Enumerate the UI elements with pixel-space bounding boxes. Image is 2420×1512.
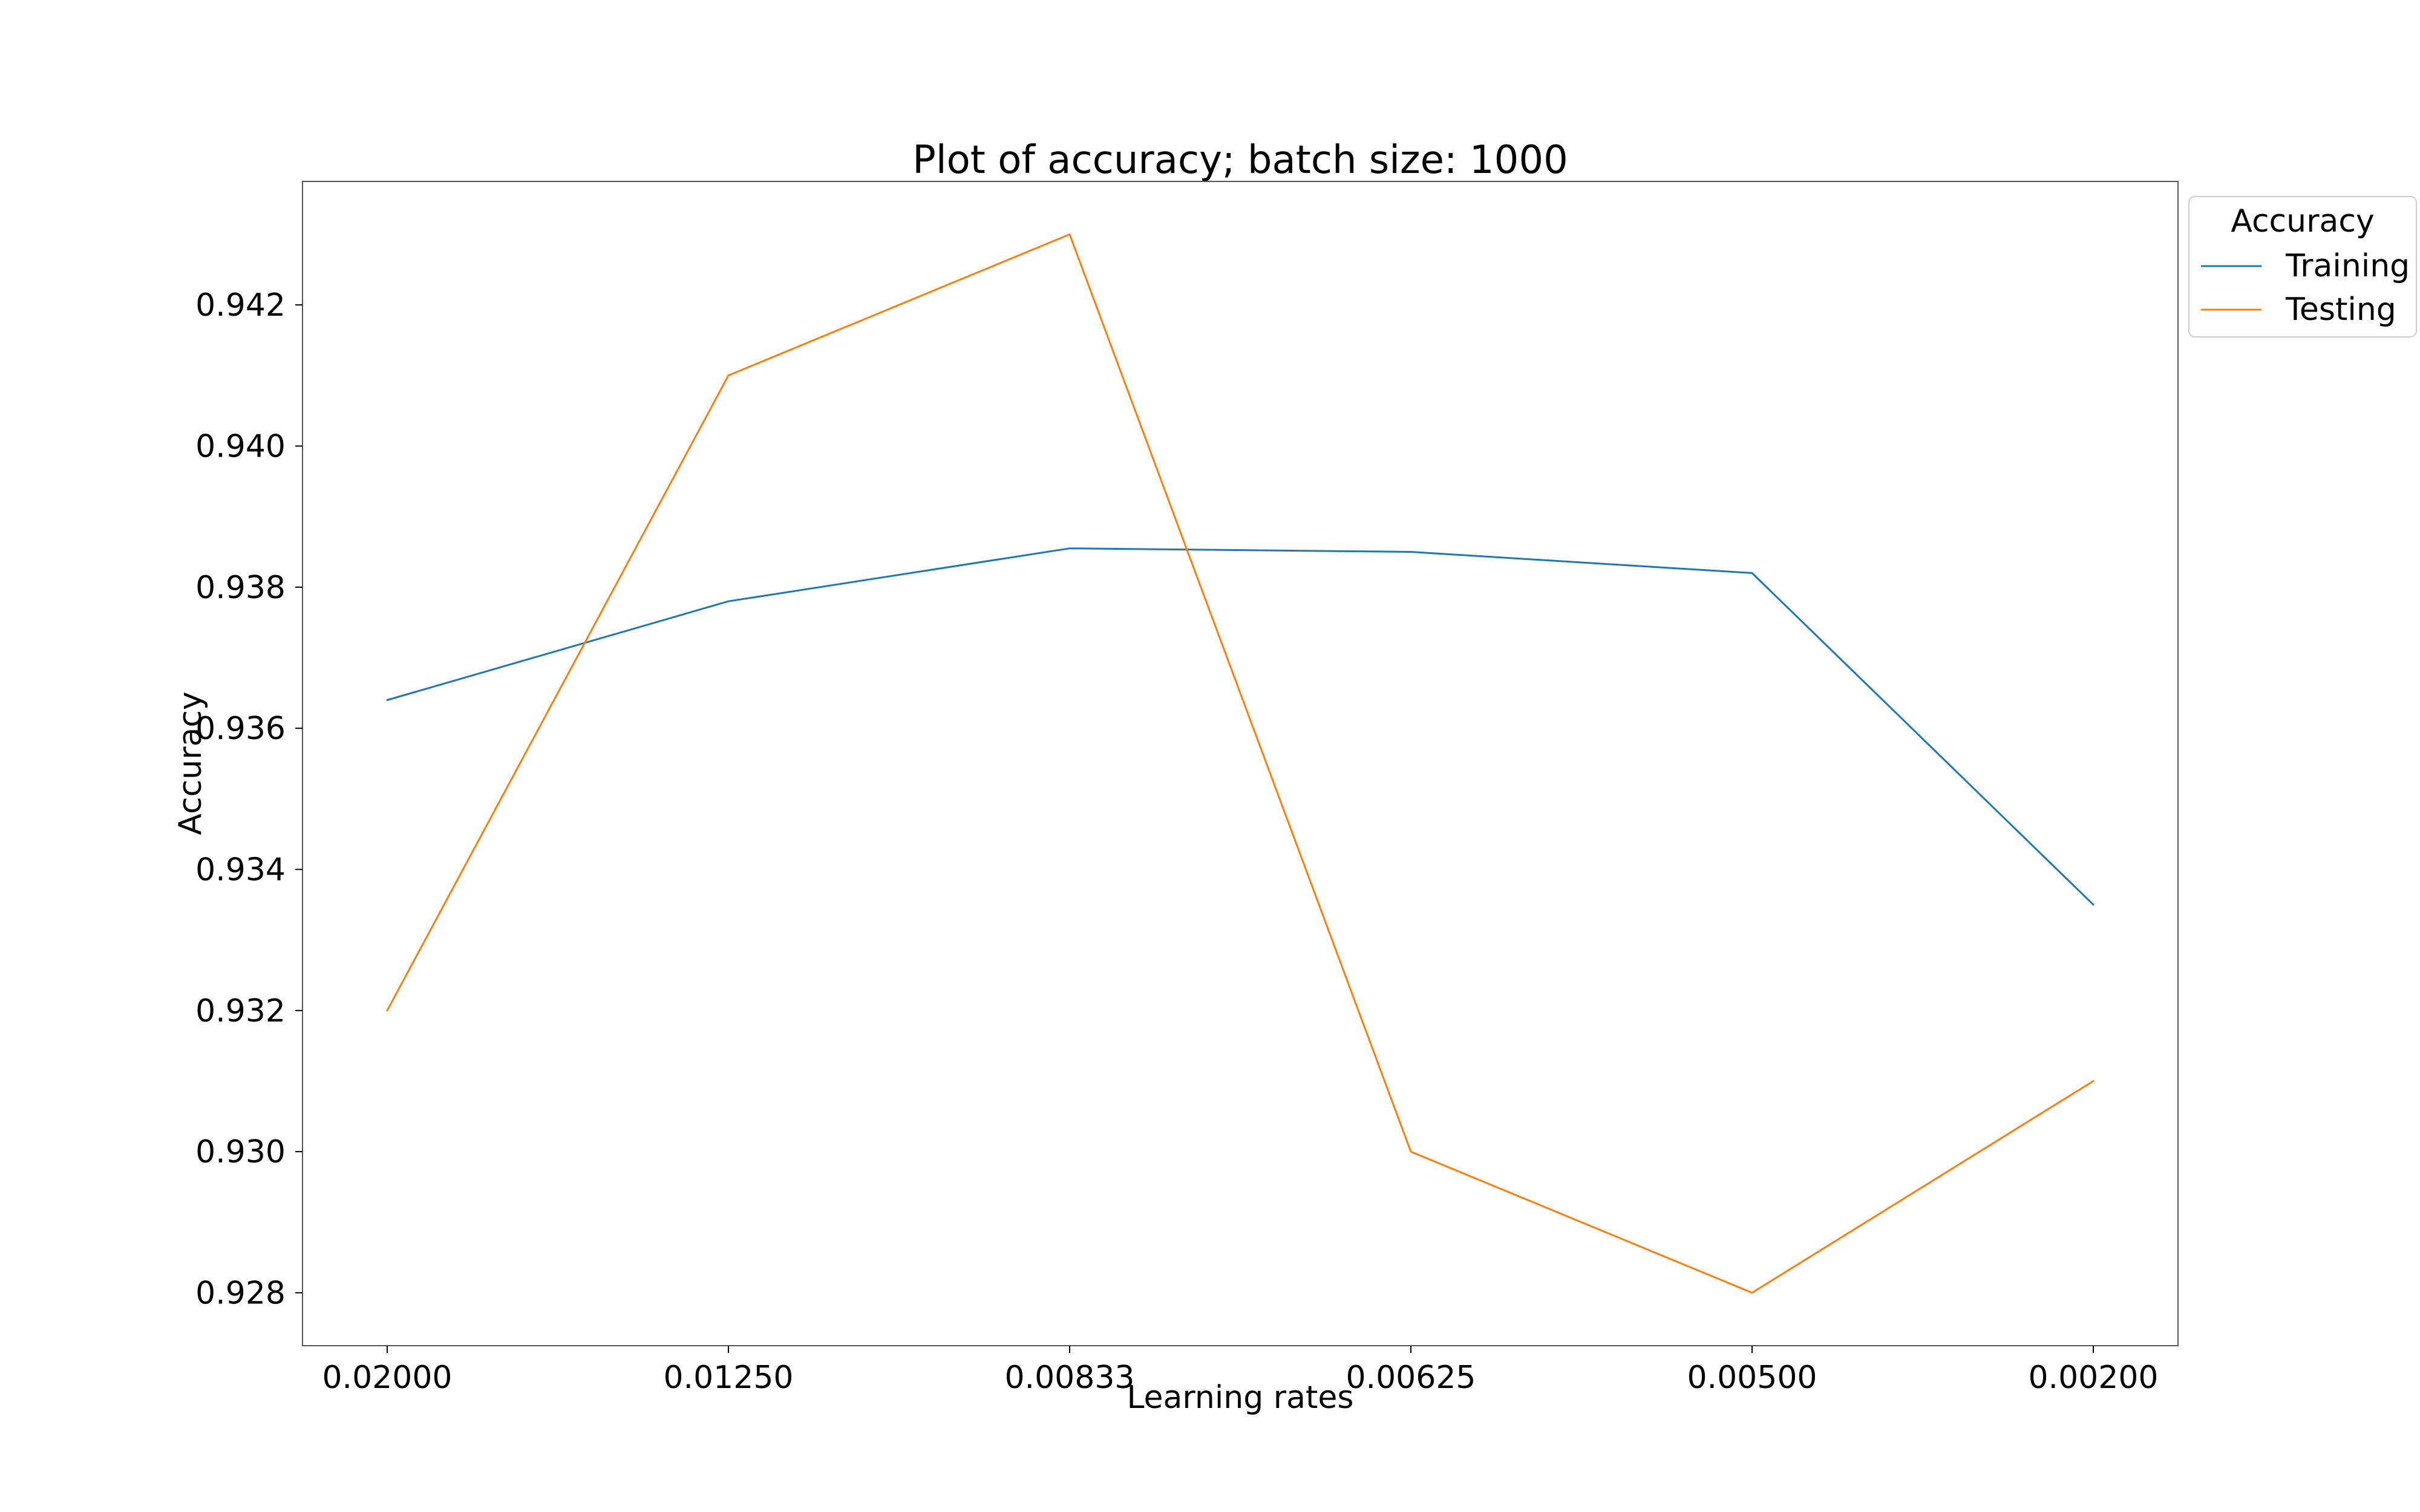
y-tick-label: 0.932 [195, 993, 286, 1029]
y-axis: 0.928 0.930 0.932 0.934 0.936 0.938 0.940 0.942 [195, 287, 302, 1312]
y-tick-label: 0.928 [195, 1276, 286, 1312]
x-tick-label: 0.01250 [663, 1360, 793, 1396]
plot-area [302, 181, 2179, 1346]
series-line-testing [386, 233, 2095, 1294]
plot-frame [302, 181, 2179, 1346]
y-tick-label: 0.942 [195, 287, 286, 324]
y-tick-label: 0.938 [195, 570, 286, 606]
legend-title: Accuracy [2231, 203, 2374, 240]
y-tick-label: 0.940 [195, 429, 286, 465]
x-axis: 0.02000 0.01250 0.00833 0.00625 0.00500 0.002… [322, 1346, 2159, 1396]
x-tick-label: 0.00833 [1004, 1360, 1134, 1396]
x-axis-label: Learning rates [1127, 1380, 1354, 1416]
legend-label-testing: Testing [2285, 292, 2396, 328]
legend: Accuracy Training Testing [2188, 196, 2417, 337]
legend-label-training: Training [2285, 248, 2410, 284]
y-tick-label: 0.936 [195, 711, 286, 747]
chart-title: Plot of accuracy; batch size: 1000 [912, 138, 1568, 183]
x-tick-label: 0.00625 [1346, 1360, 1476, 1396]
series-layer [386, 233, 2095, 1294]
x-tick-label: 0.02000 [322, 1360, 452, 1396]
y-tick-label: 0.934 [195, 852, 286, 888]
x-tick-label: 0.00500 [1687, 1360, 1817, 1396]
series-line-training [386, 547, 2095, 906]
x-tick-label: 0.00200 [2028, 1360, 2158, 1396]
y-axis-label: Accuracy [172, 691, 209, 835]
y-tick-label: 0.930 [195, 1134, 286, 1170]
legend-box [2188, 196, 2417, 337]
